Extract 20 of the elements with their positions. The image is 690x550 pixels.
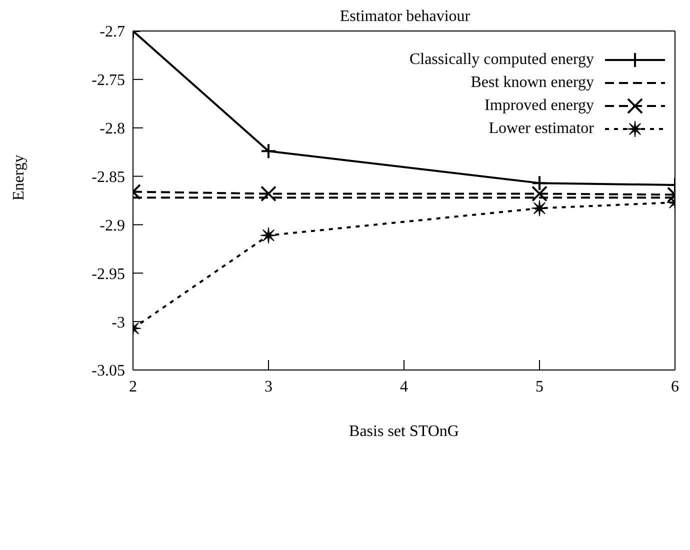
legend-label: Best known energy — [470, 74, 594, 92]
y-tick-label: -2.8 — [100, 120, 125, 138]
x-tick-label: 6 — [671, 378, 679, 396]
legend-label: Classically computed energy — [409, 50, 594, 68]
x-axis-title: Basis set STOnG — [349, 423, 460, 440]
y-tick-label: -2.95 — [92, 266, 125, 283]
chart-title: Estimator behaviour — [340, 8, 470, 25]
y-tick-label: -3.05 — [92, 362, 125, 380]
y-axis-title: Energy — [10, 154, 28, 200]
y-tick-label: -2.7 — [100, 24, 125, 41]
legend-label: Lower estimator — [488, 120, 594, 138]
legend-label: Improved energy — [484, 96, 594, 114]
x-tick-label: 5 — [536, 378, 544, 396]
y-tick-label: -3 — [112, 314, 125, 332]
y-tick-label: -2.75 — [92, 72, 125, 90]
y-tick-label: -2.9 — [100, 217, 125, 234]
x-tick-label: 2 — [129, 378, 137, 396]
x-tick-label: 3 — [264, 378, 272, 396]
y-tick-label: -2.85 — [92, 168, 125, 186]
x-tick-label: 4 — [400, 378, 408, 396]
